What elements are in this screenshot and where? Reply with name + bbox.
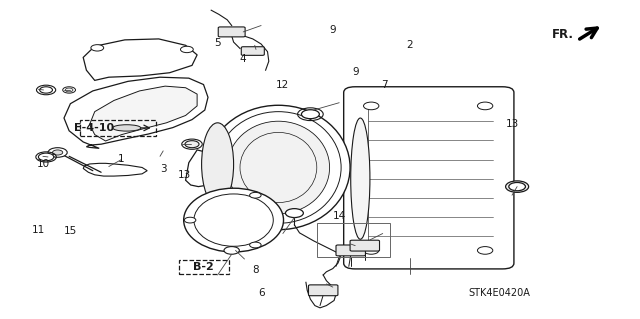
Text: 13: 13: [506, 119, 518, 129]
Circle shape: [477, 102, 493, 110]
Circle shape: [180, 46, 193, 53]
FancyBboxPatch shape: [336, 245, 365, 256]
Circle shape: [52, 150, 63, 155]
FancyBboxPatch shape: [344, 87, 514, 269]
Text: STK4E0420A: STK4E0420A: [468, 288, 530, 298]
Circle shape: [224, 247, 239, 254]
Text: 13: 13: [178, 170, 191, 180]
Text: 14: 14: [333, 211, 346, 221]
Ellipse shape: [184, 188, 284, 252]
Text: 12: 12: [276, 80, 289, 91]
Text: 3: 3: [160, 164, 166, 174]
Ellipse shape: [202, 123, 234, 206]
Polygon shape: [186, 150, 216, 187]
Polygon shape: [64, 77, 208, 148]
Text: 7: 7: [381, 80, 387, 91]
FancyBboxPatch shape: [241, 47, 264, 56]
Text: 9: 9: [330, 25, 336, 35]
Circle shape: [364, 247, 379, 254]
Circle shape: [91, 45, 104, 51]
Circle shape: [48, 148, 67, 157]
Text: 15: 15: [64, 226, 77, 236]
Text: 10: 10: [36, 159, 49, 169]
Text: 11: 11: [32, 225, 45, 235]
Ellipse shape: [207, 105, 350, 230]
Circle shape: [185, 141, 199, 148]
Polygon shape: [83, 163, 147, 176]
Ellipse shape: [227, 121, 330, 214]
Circle shape: [250, 242, 261, 248]
Circle shape: [65, 88, 73, 92]
Circle shape: [250, 192, 261, 198]
Circle shape: [509, 182, 525, 191]
Polygon shape: [90, 86, 197, 141]
Text: E-4-10: E-4-10: [74, 123, 114, 133]
Ellipse shape: [113, 125, 141, 131]
Ellipse shape: [351, 118, 370, 239]
Ellipse shape: [506, 181, 529, 192]
Text: 2: 2: [406, 40, 413, 50]
Text: 8: 8: [253, 264, 259, 275]
Text: 4: 4: [240, 54, 246, 64]
Circle shape: [63, 87, 76, 93]
Circle shape: [40, 87, 52, 93]
Circle shape: [285, 209, 303, 218]
FancyBboxPatch shape: [218, 27, 245, 37]
Text: 9: 9: [352, 67, 358, 77]
Polygon shape: [83, 39, 197, 80]
Text: 5: 5: [214, 38, 221, 48]
Circle shape: [364, 102, 379, 110]
Circle shape: [38, 153, 54, 161]
FancyBboxPatch shape: [308, 285, 338, 296]
Text: B-2: B-2: [193, 262, 213, 272]
Circle shape: [477, 247, 493, 254]
Text: 1: 1: [118, 154, 125, 165]
Text: FR.: FR.: [552, 28, 573, 41]
Circle shape: [301, 110, 319, 119]
Circle shape: [184, 217, 196, 223]
Text: 6: 6: [258, 288, 264, 299]
FancyBboxPatch shape: [350, 240, 380, 251]
Bar: [317, 223, 390, 257]
